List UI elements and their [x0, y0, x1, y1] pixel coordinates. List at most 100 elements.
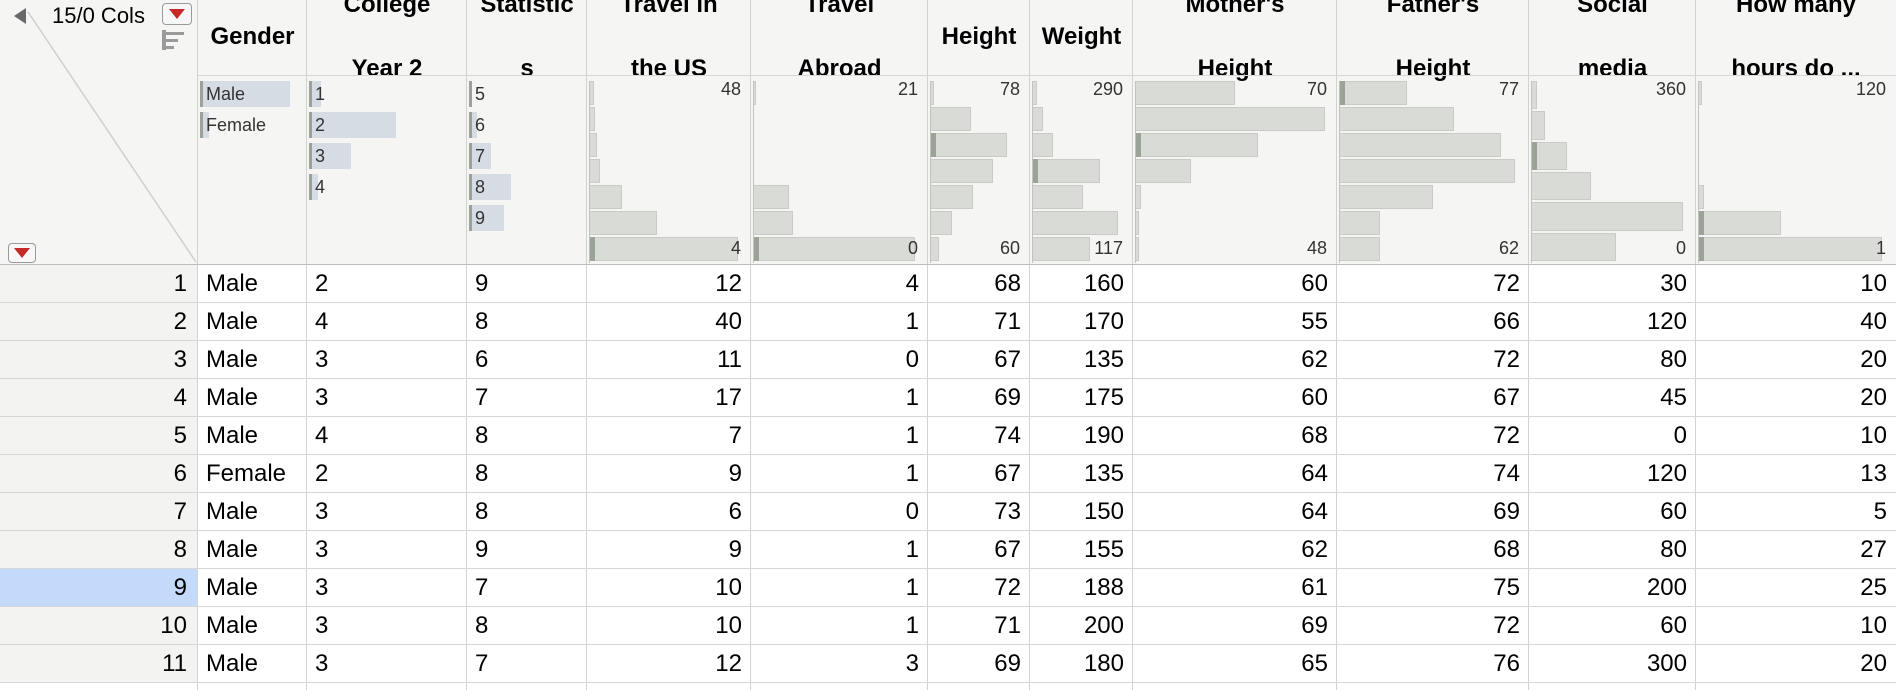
cell-gender[interactable]: Female — [206, 460, 287, 487]
cell-hours[interactable]: 10 — [1860, 270, 1887, 297]
cell-mother[interactable]: 55 — [1301, 308, 1328, 335]
cell-father[interactable]: 72 — [1493, 270, 1520, 297]
cell-travel_us[interactable]: 40 — [715, 308, 742, 335]
cell-father[interactable]: 75 — [1493, 574, 1520, 601]
cell-weight[interactable]: 155 — [1083, 536, 1124, 563]
row-number[interactable]: 9 — [0, 569, 197, 606]
column-header-father[interactable]: Father's Height — [1337, 0, 1529, 82]
cell-gender[interactable]: Male — [206, 498, 259, 525]
cell-mother[interactable]: 64 — [1301, 460, 1328, 487]
column-header-travel_us[interactable]: Travel in the US — [587, 0, 751, 82]
cell-social[interactable]: 200 — [1646, 574, 1687, 601]
column-header-hours[interactable]: How many hours do ... — [1696, 0, 1896, 82]
row-number[interactable]: 11 — [0, 645, 197, 682]
cell-college[interactable]: 3 — [315, 612, 329, 639]
cell-father[interactable]: 67 — [1493, 384, 1520, 411]
cell-height[interactable]: 67 — [994, 460, 1021, 487]
cell-travel_abroad[interactable]: 0 — [905, 498, 919, 525]
cell-travel_us[interactable]: 9 — [728, 460, 742, 487]
cell-father[interactable]: 72 — [1493, 346, 1520, 373]
cell-social[interactable]: 30 — [1660, 270, 1687, 297]
cell-mother[interactable]: 62 — [1301, 536, 1328, 563]
cell-travel_abroad[interactable]: 4 — [905, 270, 919, 297]
cell-weight[interactable]: 160 — [1083, 270, 1124, 297]
cell-gender[interactable]: Male — [206, 650, 259, 677]
cell-stats[interactable]: 7 — [475, 650, 489, 677]
cell-college[interactable]: 3 — [315, 346, 329, 373]
cell-travel_us[interactable]: 10 — [715, 574, 742, 601]
cell-weight[interactable]: 175 — [1083, 384, 1124, 411]
cell-weight[interactable]: 180 — [1083, 650, 1124, 677]
cell-travel_abroad[interactable]: 1 — [905, 574, 919, 601]
cell-college[interactable]: 2 — [315, 270, 329, 297]
column-header-social[interactable]: Social media — [1529, 0, 1696, 82]
cell-stats[interactable]: 8 — [475, 422, 489, 449]
cell-mother[interactable]: 62 — [1301, 346, 1328, 373]
cell-father[interactable]: 74 — [1493, 460, 1520, 487]
cell-height[interactable]: 68 — [994, 270, 1021, 297]
rows-menu-button[interactable] — [8, 243, 36, 263]
column-header-height[interactable]: Height — [928, 0, 1030, 75]
cell-father[interactable]: 76 — [1493, 650, 1520, 677]
cell-hours[interactable]: 20 — [1860, 346, 1887, 373]
cell-hours[interactable]: 10 — [1860, 612, 1887, 639]
cell-travel_us[interactable]: 9 — [728, 536, 742, 563]
row-number[interactable]: 7 — [0, 493, 197, 530]
cell-travel_us[interactable]: 7 — [728, 422, 742, 449]
cell-mother[interactable]: 69 — [1301, 612, 1328, 639]
column-header-mother[interactable]: Mother's Height — [1133, 0, 1337, 82]
row-number[interactable]: 4 — [0, 379, 197, 416]
column-header-gender[interactable]: Gender — [198, 0, 307, 75]
cell-mother[interactable]: 60 — [1301, 270, 1328, 297]
cell-college[interactable]: 2 — [315, 460, 329, 487]
row-number[interactable]: 5 — [0, 417, 197, 454]
cell-stats[interactable]: 8 — [475, 612, 489, 639]
cell-father[interactable]: 72 — [1493, 422, 1520, 449]
cell-gender[interactable]: Male — [206, 536, 259, 563]
cell-weight[interactable]: 135 — [1083, 346, 1124, 373]
cell-college[interactable]: 3 — [315, 650, 329, 677]
cell-gender[interactable]: Male — [206, 308, 259, 335]
row-number[interactable]: 2 — [0, 303, 197, 340]
cell-weight[interactable]: 190 — [1083, 422, 1124, 449]
cell-social[interactable]: 80 — [1660, 346, 1687, 373]
cell-hours[interactable]: 5 — [1873, 498, 1887, 525]
cell-travel_abroad[interactable]: 1 — [905, 460, 919, 487]
row-number[interactable]: 3 — [0, 341, 197, 378]
cell-gender[interactable]: Male — [206, 612, 259, 639]
cell-mother[interactable]: 60 — [1301, 384, 1328, 411]
column-header-college[interactable]: College Year 2 — [307, 0, 467, 82]
cell-travel_abroad[interactable]: 0 — [905, 346, 919, 373]
cell-hours[interactable]: 40 — [1860, 308, 1887, 335]
cell-travel_us[interactable]: 12 — [715, 650, 742, 677]
cell-travel_us[interactable]: 17 — [715, 384, 742, 411]
cell-college[interactable]: 3 — [315, 384, 329, 411]
cell-height[interactable]: 69 — [994, 650, 1021, 677]
cell-social[interactable]: 80 — [1660, 536, 1687, 563]
cell-travel_abroad[interactable]: 1 — [905, 536, 919, 563]
cell-weight[interactable]: 188 — [1083, 574, 1124, 601]
cell-father[interactable]: 66 — [1493, 308, 1520, 335]
cell-college[interactable]: 4 — [315, 422, 329, 449]
cell-travel_us[interactable]: 12 — [715, 270, 742, 297]
cell-height[interactable]: 72 — [994, 574, 1021, 601]
cell-social[interactable]: 60 — [1660, 498, 1687, 525]
cell-stats[interactable]: 7 — [475, 574, 489, 601]
cell-weight[interactable]: 170 — [1083, 308, 1124, 335]
cell-college[interactable]: 3 — [315, 536, 329, 563]
cell-social[interactable]: 120 — [1646, 308, 1687, 335]
cell-social[interactable]: 60 — [1660, 612, 1687, 639]
cell-hours[interactable]: 27 — [1860, 536, 1887, 563]
cell-stats[interactable]: 6 — [475, 346, 489, 373]
columns-menu-button[interactable] — [162, 3, 192, 25]
cell-height[interactable]: 67 — [994, 346, 1021, 373]
cell-stats[interactable]: 9 — [475, 270, 489, 297]
cell-hours[interactable]: 20 — [1860, 384, 1887, 411]
cell-travel_abroad[interactable]: 1 — [905, 308, 919, 335]
cell-gender[interactable]: Male — [206, 574, 259, 601]
cell-hours[interactable]: 25 — [1860, 574, 1887, 601]
cell-stats[interactable]: 8 — [475, 308, 489, 335]
cell-college[interactable]: 3 — [315, 498, 329, 525]
cell-stats[interactable]: 9 — [475, 536, 489, 563]
cell-mother[interactable]: 65 — [1301, 650, 1328, 677]
